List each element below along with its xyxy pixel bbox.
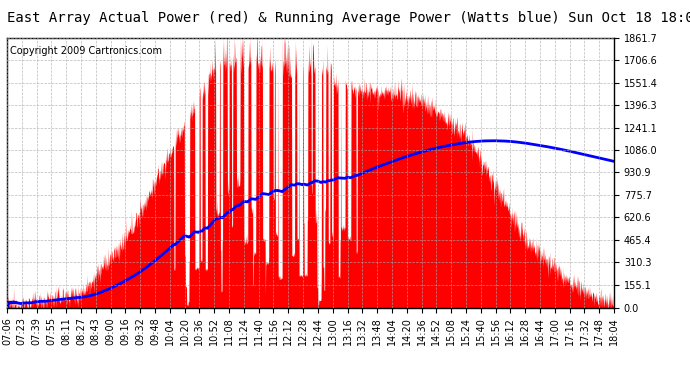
Text: East Array Actual Power (red) & Running Average Power (Watts blue) Sun Oct 18 18: East Array Actual Power (red) & Running … xyxy=(7,11,690,25)
Text: Copyright 2009 Cartronics.com: Copyright 2009 Cartronics.com xyxy=(10,46,162,56)
